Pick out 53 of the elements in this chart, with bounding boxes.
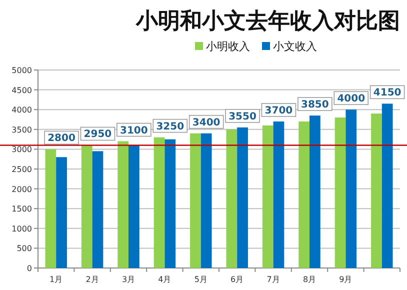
data-label: 3850 [301,100,329,111]
bar [262,125,274,268]
x-tick-label: 7月 [266,275,280,284]
data-label: 3250 [156,121,184,132]
data-label: 3400 [192,117,220,128]
x-tick-label: 8月 [302,275,316,284]
bar [164,139,176,268]
data-label: 2950 [84,129,112,140]
x-tick-label: 5月 [194,275,208,284]
bar [334,118,346,268]
bar [45,149,56,268]
y-tick-label: 1500 [12,204,32,214]
y-tick-label: 0 [26,264,32,273]
x-tick-label: 4月 [158,275,172,284]
bar [56,157,67,268]
x-tick-label: 1月 [50,275,63,284]
chart-title: 小明和小文去年收入对比图 [135,8,400,34]
y-tick-label: 2000 [12,184,32,194]
bar [200,133,212,268]
bar [237,127,248,268]
bar [298,121,310,268]
x-tick-label: 2月 [86,275,99,284]
y-tick-label: 3500 [12,125,32,134]
legend-label: 小明收入 [206,40,250,53]
bar [128,145,140,268]
data-label: 3100 [120,125,148,136]
y-tick-label: 500 [16,244,32,254]
data-label: 3700 [264,105,293,116]
bar [382,104,393,268]
bar [118,141,128,268]
data-label: 4000 [337,94,366,105]
y-tick-label: 4000 [12,106,32,115]
x-tick-label: 9月 [339,275,352,284]
x-tick-label: 3月 [122,275,136,284]
bar [310,116,320,268]
y-tick-label: 4500 [12,86,32,95]
data-label: 4150 [373,88,402,99]
bar [92,151,104,268]
data-label: 3550 [228,111,256,122]
bar [273,121,284,268]
y-tick-label: 1000 [12,224,32,234]
bar [371,114,382,268]
bar [81,145,92,268]
legend-label: 小文收入 [273,40,317,53]
bar [154,137,165,268]
data-label: 2800 [48,133,76,144]
y-tick-label: 5000 [12,66,32,75]
x-tick-label: 6月 [230,275,244,284]
bar [346,110,357,268]
y-tick-label: 3000 [12,145,32,154]
bar [226,129,238,268]
y-tick-label: 2500 [12,165,32,174]
bar [190,133,201,268]
